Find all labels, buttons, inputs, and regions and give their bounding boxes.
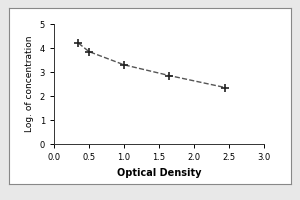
- X-axis label: Optical Density: Optical Density: [117, 168, 201, 178]
- Y-axis label: Log. of concentration: Log. of concentration: [25, 36, 34, 132]
